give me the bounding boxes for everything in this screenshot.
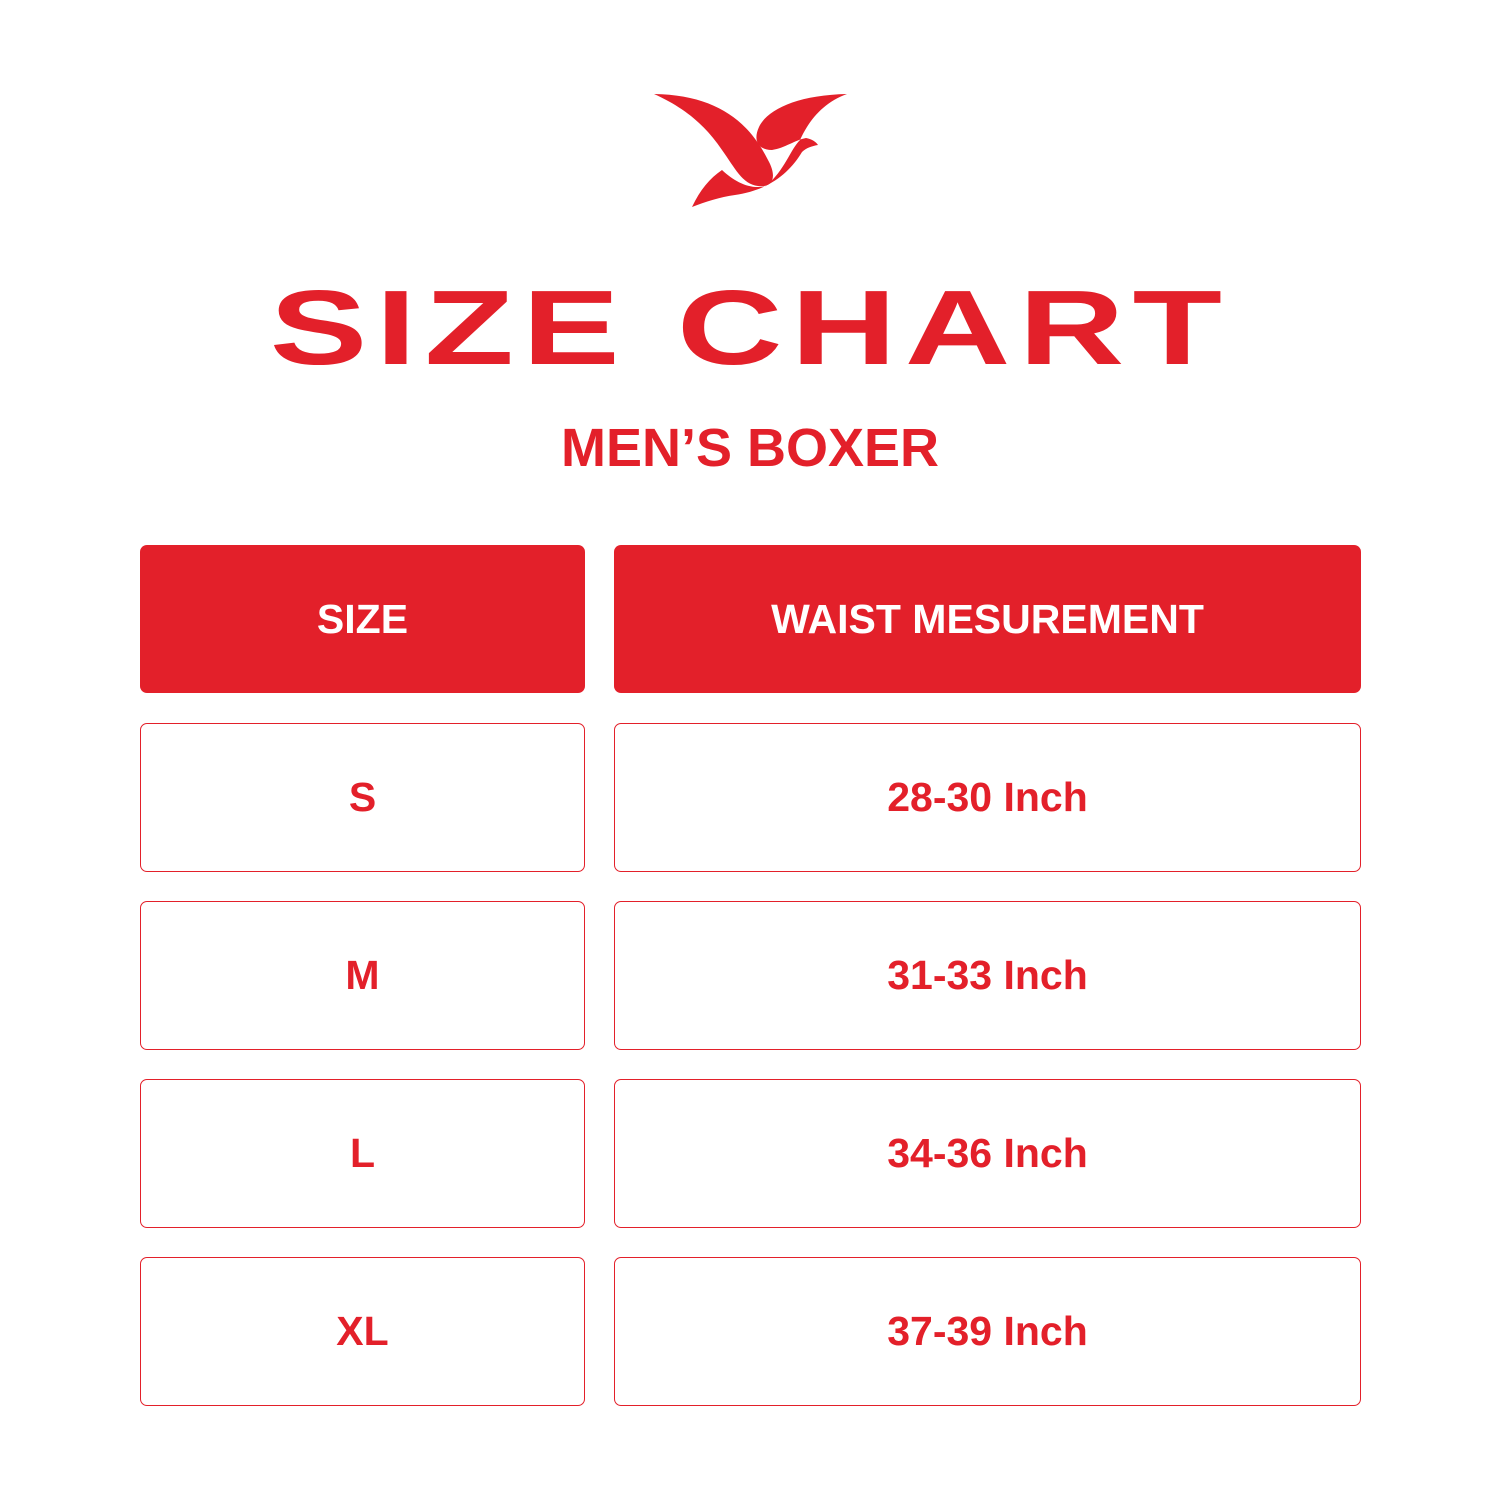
waist-cell: 34-36 Inch: [614, 1079, 1361, 1228]
waist-cell: 28-30 Inch: [614, 723, 1361, 872]
waist-cell: 37-39 Inch: [614, 1257, 1361, 1406]
bird-logo-icon: [654, 94, 847, 207]
page-title: SIZE CHART: [269, 269, 1231, 387]
size-cell: XL: [140, 1257, 585, 1406]
header-waist: WAIST MESUREMENT: [614, 545, 1361, 693]
waist-cell: 31-33 Inch: [614, 901, 1361, 1050]
size-cell: L: [140, 1079, 585, 1228]
size-cell: M: [140, 901, 585, 1050]
product-subtitle: MEN’S BOXER: [560, 418, 940, 478]
size-cell: S: [140, 723, 585, 872]
header-size: SIZE: [140, 545, 585, 693]
